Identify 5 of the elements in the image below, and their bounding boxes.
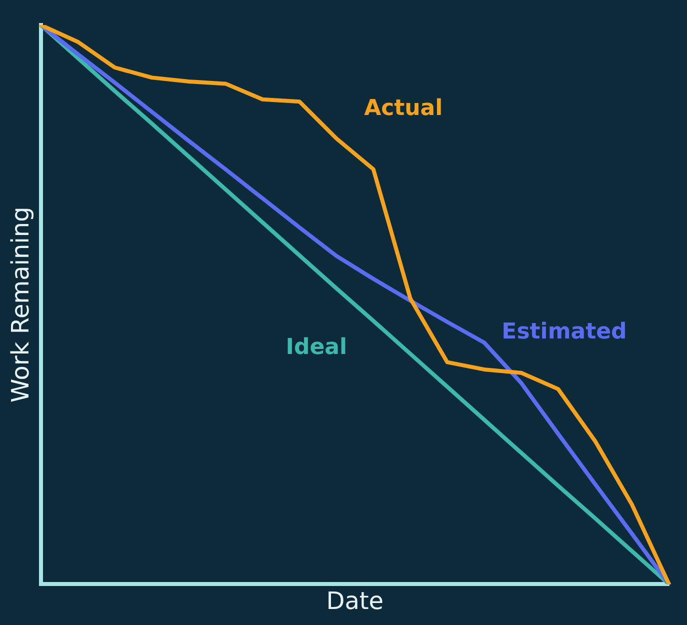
series-label: Ideal xyxy=(286,335,348,360)
series-label: Actual xyxy=(364,96,443,121)
y-axis-title: Work Remaining xyxy=(6,206,35,403)
series-label: Estimated xyxy=(502,319,627,344)
x-axis-title: Date xyxy=(326,586,384,615)
